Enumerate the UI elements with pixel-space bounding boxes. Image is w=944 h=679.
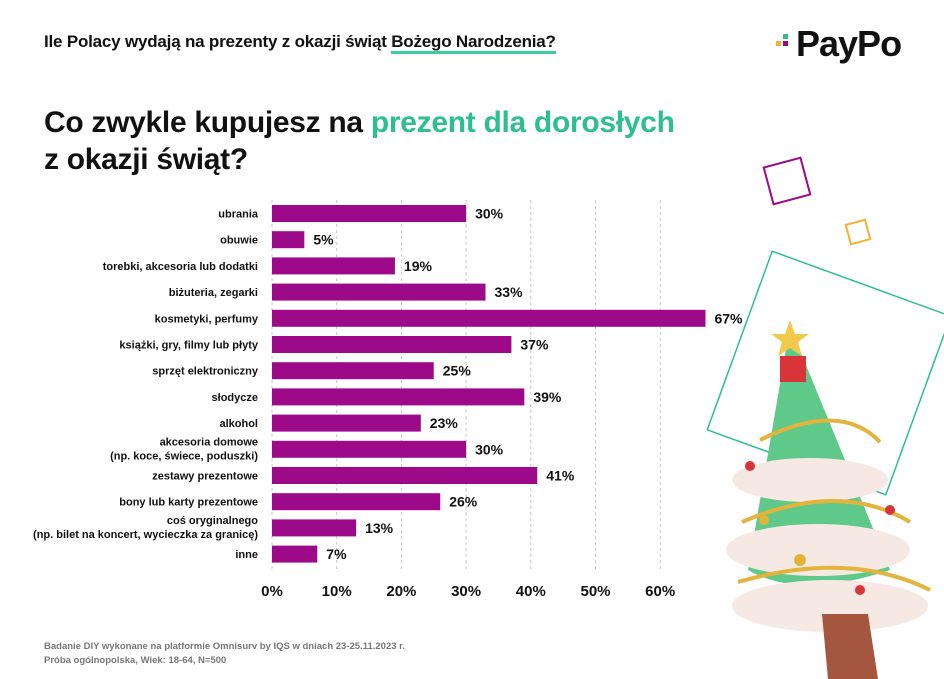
x-tick-label: 60% <box>645 583 675 600</box>
bar-value-label: 30% <box>475 441 504 457</box>
question-title: Co zwykle kupujesz na prezent dla dorosł… <box>44 104 744 178</box>
bar <box>272 545 318 563</box>
question-highlight: prezent dla dorosłych <box>370 106 675 139</box>
footnote: Badanie DIY wykonane na platformie Omnis… <box>44 640 644 668</box>
category-label: sprzęt elektroniczny <box>152 366 259 378</box>
bar <box>272 414 421 432</box>
bar-value-label: 5% <box>313 232 334 248</box>
tree-snow-layer <box>732 580 928 632</box>
header-title-text: Ile Polacy wydają na prezenty z okazji ś… <box>44 32 392 51</box>
decor-square-purple <box>762 156 812 206</box>
category-label: (np. bilet na koncert, wycieczka za gran… <box>33 529 258 541</box>
tree-snow-layer <box>726 524 910 576</box>
bar-value-label: 23% <box>430 415 459 431</box>
category-label: kosmetyki, perfumy <box>155 313 259 325</box>
category-label: alkohol <box>219 418 258 430</box>
bar <box>272 257 395 275</box>
christmas-tree-illustration <box>706 156 944 679</box>
category-label: akcesoria domowe <box>160 436 258 448</box>
decor-square-yellow <box>844 218 872 246</box>
category-label: biżuteria, zegarki <box>169 287 258 299</box>
bar <box>272 388 525 406</box>
header-title: Ile Polacy wydają na prezenty z okazji ś… <box>44 32 684 54</box>
bar <box>272 205 467 222</box>
logo-square <box>776 41 781 46</box>
bar <box>272 336 512 353</box>
category-label: obuwie <box>220 235 258 247</box>
logo-square <box>783 34 788 39</box>
footnote-line2: Próba ogólnopolska, Wiek: 18-64, N=500 <box>44 655 227 666</box>
bar <box>272 493 441 511</box>
category-label: ubrania <box>218 209 259 221</box>
logo-square <box>783 41 788 46</box>
bar-value-label: 13% <box>365 520 394 536</box>
bar <box>272 440 467 458</box>
bar-value-label: 37% <box>520 337 549 353</box>
category-label: coś oryginalnego <box>167 515 258 527</box>
category-label: słodycze <box>212 392 258 404</box>
tree-snow-layer <box>732 458 888 502</box>
question-line2: z okazji świąt? <box>44 143 248 176</box>
bar <box>272 467 538 484</box>
bar <box>272 519 357 537</box>
bar <box>272 231 305 249</box>
bar-value-label: 26% <box>449 494 478 510</box>
bar-value-label: 39% <box>533 389 562 405</box>
bar-value-label: 7% <box>326 546 347 562</box>
paypo-logo: PayPo <box>776 24 926 64</box>
x-tick-label: 10% <box>322 583 352 600</box>
category-label: (np. koce, świece, poduszki) <box>110 450 258 462</box>
x-tick-label: 40% <box>516 583 546 600</box>
bar-value-label: 41% <box>546 468 575 484</box>
x-tick-label: 0% <box>261 583 283 600</box>
logo-squares-icon <box>776 34 790 52</box>
gift-box-icon <box>780 356 806 382</box>
x-tick-label: 30% <box>451 583 481 600</box>
bar-value-label: 30% <box>475 206 504 222</box>
category-label: zestawy prezentowe <box>152 471 258 483</box>
bar-value-label: 19% <box>404 258 433 274</box>
ornament <box>855 585 865 595</box>
bar <box>272 309 706 327</box>
category-label: książki, gry, filmy lub płyty <box>119 340 258 352</box>
ornament <box>794 554 806 566</box>
x-tick-label: 50% <box>580 583 610 600</box>
tree-trunk <box>822 614 878 679</box>
bar <box>272 362 434 380</box>
header-title-highlight: Bożego Narodzenia? <box>391 32 556 54</box>
bar-value-label: 67% <box>714 310 743 326</box>
category-label: inne <box>235 549 258 561</box>
question-line1: Co zwykle kupujesz na <box>44 106 371 139</box>
bar-value-label: 25% <box>443 363 472 379</box>
ornament <box>885 505 895 515</box>
category-label: torebki, akcesoria lub dodatki <box>103 261 258 273</box>
category-label: bony lub karty prezentowe <box>119 497 258 509</box>
bar <box>272 283 486 301</box>
bar-value-label: 33% <box>495 284 524 300</box>
ornament <box>759 515 769 525</box>
footnote-line1: Badanie DIY wykonane na platformie Omnis… <box>44 641 405 652</box>
logo-wordmark: PayPo <box>796 23 902 64</box>
tree-body <box>748 326 890 585</box>
star-icon <box>771 320 809 356</box>
x-tick-label: 20% <box>386 583 416 600</box>
ornament <box>745 461 755 471</box>
